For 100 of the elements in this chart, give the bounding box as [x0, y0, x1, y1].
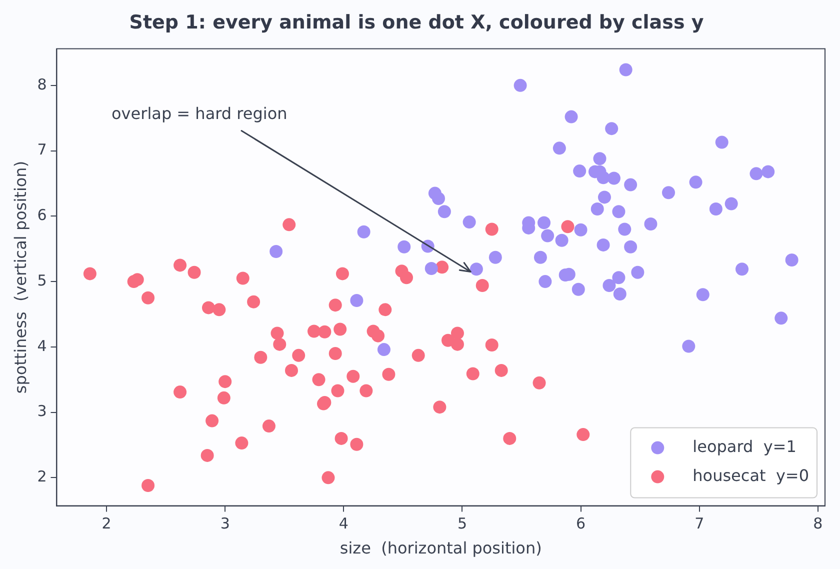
point [174, 386, 187, 399]
point [715, 136, 728, 149]
point [612, 271, 626, 284]
point [270, 244, 283, 258]
point [774, 312, 788, 325]
point [377, 343, 390, 356]
y-tick-label: 3 [37, 402, 47, 420]
point [412, 348, 425, 362]
point [644, 218, 658, 231]
x-tick-label: 6 [576, 514, 586, 533]
point [270, 326, 284, 340]
point [188, 266, 201, 279]
point [382, 368, 396, 381]
legend-label: leopard y=1 [692, 436, 796, 456]
point [262, 420, 276, 433]
point [538, 216, 551, 230]
point [142, 291, 155, 304]
point [336, 267, 349, 280]
point [709, 202, 722, 216]
point [400, 271, 413, 284]
point [247, 295, 260, 308]
point [236, 272, 250, 285]
point [350, 438, 364, 451]
point [762, 165, 775, 178]
legend-label: housecat y=0 [692, 466, 810, 485]
y-tick-label: 4 [37, 336, 47, 355]
point [561, 220, 574, 234]
point [488, 250, 502, 264]
point [736, 262, 749, 276]
x-tick-label: 4 [338, 514, 348, 533]
point [308, 324, 321, 338]
point [202, 301, 215, 314]
point [372, 329, 385, 342]
y-tick-label: 8 [37, 75, 47, 94]
point [322, 471, 335, 484]
point [346, 370, 360, 383]
point [470, 262, 483, 276]
point [619, 63, 632, 76]
annotation: overlap = hard region [112, 104, 288, 123]
point [450, 338, 464, 351]
x-tick-label: 3 [220, 514, 230, 533]
point [360, 384, 373, 398]
point [750, 167, 763, 180]
point [624, 178, 638, 192]
point [613, 287, 626, 300]
point [432, 192, 445, 206]
point [564, 110, 578, 124]
point [130, 273, 144, 286]
point [218, 375, 232, 388]
point [724, 197, 738, 210]
point [466, 367, 480, 380]
point [607, 172, 620, 185]
point [433, 400, 446, 414]
point [555, 234, 568, 247]
point [514, 78, 527, 92]
point [398, 240, 411, 254]
point [450, 326, 464, 340]
point [331, 384, 344, 398]
point [596, 238, 610, 252]
point [334, 322, 347, 336]
point [212, 303, 226, 316]
point [284, 364, 298, 377]
point [83, 267, 96, 280]
point [552, 142, 566, 155]
point [574, 223, 588, 236]
y-tick-label: 2 [37, 468, 47, 486]
chart-title: Step 1: every animal is one dot X, coloured by class y [129, 11, 704, 34]
point [598, 190, 611, 204]
x-tick-label: 7 [694, 514, 704, 533]
x-tick-label: 5 [457, 514, 467, 533]
point [357, 225, 370, 238]
point [292, 348, 306, 362]
point [485, 222, 498, 236]
point [312, 373, 326, 386]
point [174, 258, 187, 272]
x-tick-label: 2 [102, 514, 112, 533]
point [573, 164, 586, 178]
y-tick-label: 7 [37, 140, 47, 159]
point [350, 294, 364, 308]
y-axis-title: spottiness (vertical position) [10, 160, 30, 394]
point [532, 376, 546, 390]
point [206, 414, 219, 428]
x-tick-label: 8 [813, 514, 823, 533]
point [541, 229, 554, 242]
point [424, 262, 438, 275]
point [235, 436, 248, 450]
point [254, 350, 268, 364]
point [785, 253, 798, 266]
point [689, 176, 702, 189]
point [438, 205, 451, 218]
point [662, 186, 676, 200]
point [624, 240, 638, 254]
y-tick-label: 5 [37, 271, 47, 290]
point [602, 278, 616, 292]
point [200, 448, 214, 462]
point [462, 216, 476, 229]
point [596, 171, 610, 184]
point [576, 428, 590, 442]
point [328, 346, 342, 360]
point [612, 205, 626, 218]
